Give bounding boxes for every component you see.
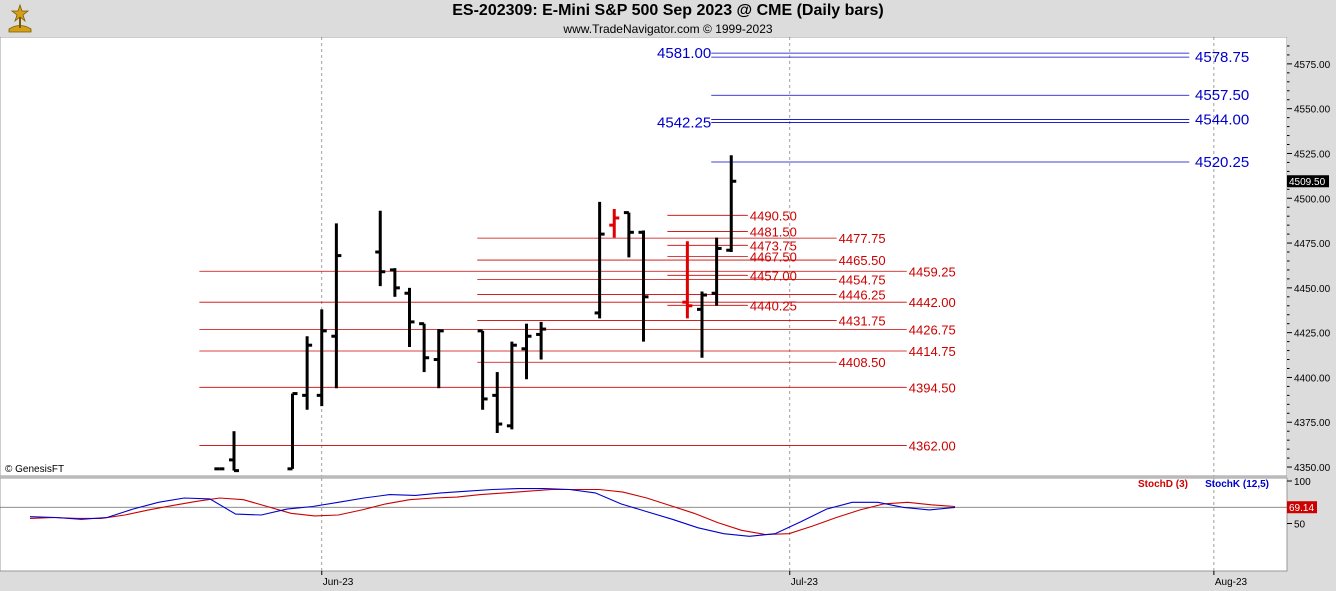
ohlc-bar xyxy=(389,268,400,297)
logo-icon xyxy=(8,3,32,33)
stoch-plot-background xyxy=(0,477,1288,572)
price-tick-label: 4450.00 xyxy=(1294,284,1331,295)
level-label: 4490.50 xyxy=(750,208,797,223)
level-label: 4426.75 xyxy=(909,323,956,338)
level-label: 4457.00 xyxy=(750,268,797,283)
chart-area: 4350.00 4375.00 4400.00 4425.00 4450.00 4475.… xyxy=(0,37,1336,588)
date-tick-label: Jun-23 xyxy=(323,577,354,588)
ohlc-bar xyxy=(302,336,313,410)
price-tick-label: 4475.00 xyxy=(1294,239,1331,250)
ohlc-bar xyxy=(287,392,298,471)
level-label: 4542.25 xyxy=(657,115,711,132)
level-label: 4431.75 xyxy=(839,314,886,329)
level-label: 4408.50 xyxy=(839,355,886,370)
ohlc-bar xyxy=(521,323,532,380)
stoch-series-line xyxy=(29,488,956,537)
date-axis: Jun-23 Jul-23 Aug-23 xyxy=(321,571,1248,588)
level-label: 4465.50 xyxy=(839,253,886,268)
last-price-label: 4509.50 xyxy=(1289,177,1326,188)
price-tick-label: 4575.00 xyxy=(1294,60,1331,71)
chart-header: ES-202309: E-Mini S&P 500 Sep 2023 @ CME… xyxy=(0,0,1336,37)
level-label: 4442.00 xyxy=(909,295,956,310)
date-tick-label: Aug-23 xyxy=(1215,577,1248,588)
price-tick-label: 4400.00 xyxy=(1294,373,1331,384)
stoch-k-legend: StochK (12,5) xyxy=(1205,479,1269,490)
ohlc-bar xyxy=(506,341,517,430)
level-label: 4459.25 xyxy=(909,264,956,279)
level-label: 4581.00 xyxy=(657,45,711,62)
stoch-value-label: 69.14 xyxy=(1289,503,1314,514)
stochastic-panel: 50 100 StochD (3) StochK (12,5) 69.14 xyxy=(0,477,1317,572)
price-tick-label: 4525.00 xyxy=(1294,149,1331,160)
stoch-series-line xyxy=(29,488,956,536)
ohlc-bar xyxy=(419,322,430,373)
price-tick-label: 4350.00 xyxy=(1294,463,1331,474)
price-panel: 4350.00 4375.00 4400.00 4425.00 4450.00 4475.… xyxy=(0,37,1336,571)
ohlc-bar xyxy=(594,201,605,319)
stoch-value-tag xyxy=(1287,501,1317,514)
ohlc-bar xyxy=(697,291,707,358)
level-label: 4414.75 xyxy=(909,344,956,359)
price-tick-label: 4425.00 xyxy=(1294,329,1331,340)
ohlc-bar xyxy=(477,329,488,410)
stoch-d-legend: StochD (3) xyxy=(1138,479,1188,490)
level-label: 4557.50 xyxy=(1195,87,1249,104)
stoch-tick-label: 50 xyxy=(1294,520,1306,531)
level-label: 4394.50 xyxy=(909,380,956,395)
date-tick-label: Jul-23 xyxy=(791,577,819,588)
price-axis-background xyxy=(1287,37,1336,571)
ohlc-bar xyxy=(726,155,737,253)
level-label: 4477.75 xyxy=(839,231,886,246)
level-label: 4473.75 xyxy=(750,238,797,253)
price-tick-label: 4375.00 xyxy=(1294,418,1331,429)
genesis-watermark: © GenesisFT xyxy=(5,464,64,475)
ohlc-bar xyxy=(682,241,693,319)
level-label: 4520.25 xyxy=(1195,154,1249,171)
level-label: 4440.25 xyxy=(750,298,797,313)
ohlc-bar xyxy=(638,230,649,342)
level-label: 4362.00 xyxy=(909,439,956,454)
ohlc-bar xyxy=(331,223,342,389)
price-tick-label: 4550.00 xyxy=(1294,105,1331,116)
ohlc-bar xyxy=(375,210,386,287)
ohlc-bar xyxy=(609,209,620,238)
last-price-tag xyxy=(1287,175,1329,188)
level-label: 4467.50 xyxy=(750,250,797,265)
level-label: 4544.00 xyxy=(1195,111,1249,128)
ohlc-bar xyxy=(433,329,444,389)
chart-subtitle: www.TradeNavigator.com © 1999-2023 xyxy=(563,22,773,36)
level-label: 4481.50 xyxy=(750,224,797,239)
ohlc-bar xyxy=(492,372,503,433)
stoch-tick-label: 100 xyxy=(1294,477,1311,488)
level-label: 4446.25 xyxy=(839,288,886,303)
level-label: 4454.75 xyxy=(839,272,886,287)
ohlc-bar xyxy=(316,309,327,407)
ohlc-bar xyxy=(536,321,547,360)
ohlc-bar xyxy=(404,287,415,347)
level-label: 4578.75 xyxy=(1195,49,1249,66)
ohlc-bar xyxy=(229,431,239,473)
ohlc-bar xyxy=(623,211,634,258)
price-tick-label: 4500.00 xyxy=(1294,194,1331,205)
chart-title: ES-202309: E-Mini S&P 500 Sep 2023 @ CME… xyxy=(452,2,884,19)
ohlc-bar xyxy=(711,237,722,306)
